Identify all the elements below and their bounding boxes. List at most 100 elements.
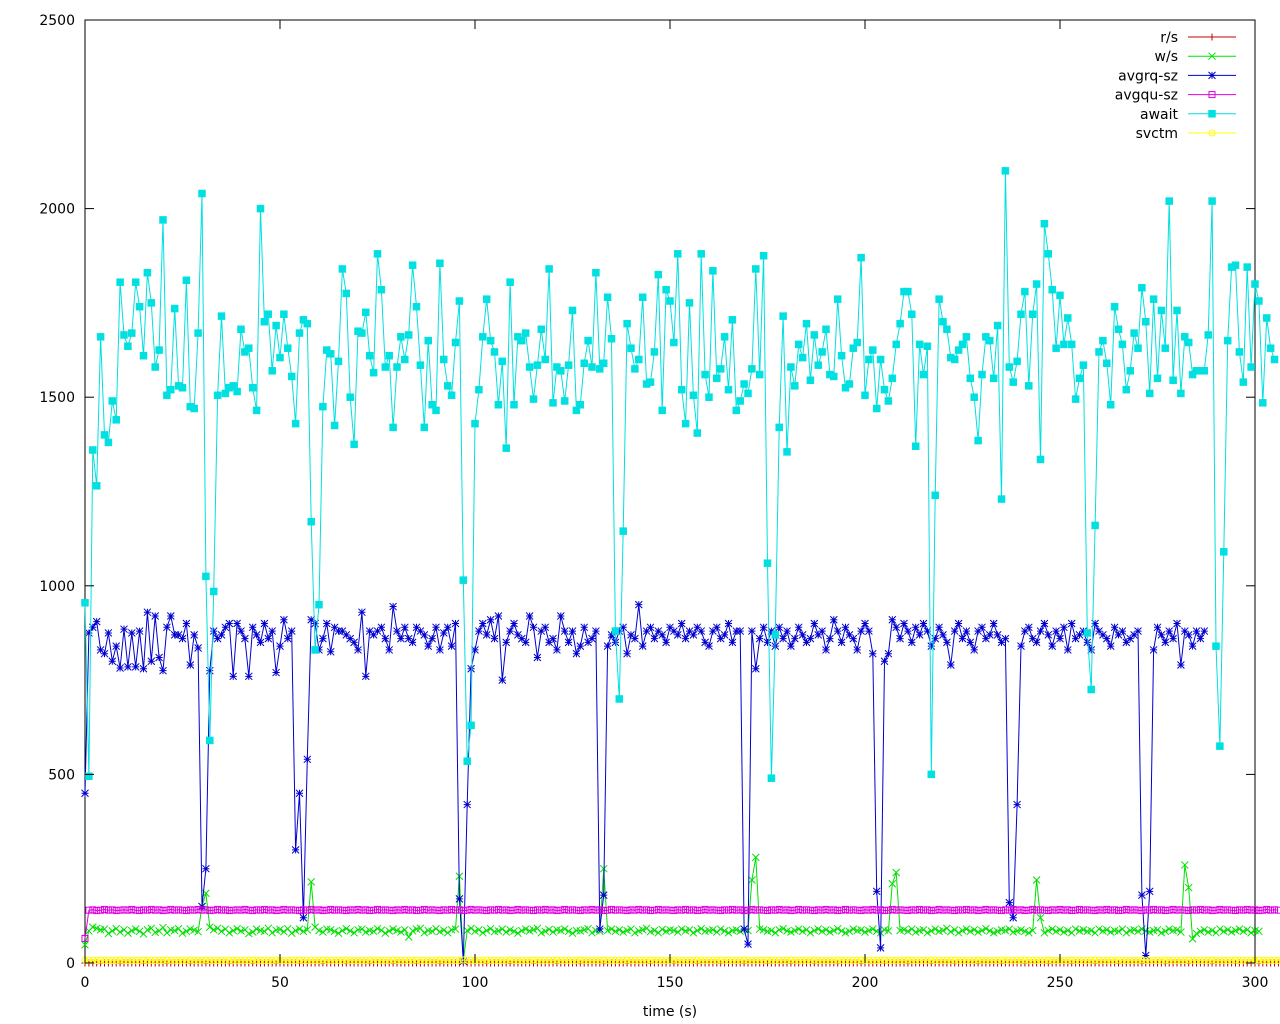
y-tick-label: 1000: [39, 579, 75, 595]
data-point: [939, 926, 947, 935]
data-point: [280, 310, 288, 318]
data-point: [338, 265, 347, 273]
data-point: [654, 270, 663, 279]
data-point: [724, 928, 733, 937]
data-point: [615, 906, 623, 914]
data-point: [377, 623, 386, 632]
data-point: [229, 926, 238, 935]
data-point: [572, 406, 581, 415]
data-point: [295, 789, 304, 798]
data-point: [358, 956, 366, 964]
data-point: [132, 956, 140, 964]
data-point: [1153, 623, 1162, 632]
data-point: [1165, 627, 1174, 635]
data-point: [1228, 906, 1236, 914]
data-point: [627, 956, 635, 964]
data-point: [752, 956, 760, 964]
legend-item-r-s: r/s: [1160, 30, 1236, 46]
data-point: [366, 956, 374, 964]
data-point: [506, 907, 514, 915]
data-point: [436, 907, 444, 915]
data-point: [1274, 906, 1280, 914]
data-point: [104, 929, 113, 938]
data-point: [881, 956, 888, 964]
data-point: [128, 956, 136, 964]
data-point: [1076, 956, 1083, 964]
data-point: [229, 906, 237, 914]
data-point: [307, 878, 316, 886]
data-point: [892, 956, 900, 964]
data-point: [748, 365, 756, 373]
data-point: [771, 928, 780, 937]
data-point: [143, 268, 152, 277]
data-point: [1103, 905, 1111, 913]
data-point: [876, 355, 885, 364]
data-point: [900, 956, 908, 964]
data-point: [510, 619, 518, 628]
data-point: [681, 419, 690, 428]
data-point: [287, 372, 296, 381]
data-point: [869, 905, 877, 913]
data-point: [1071, 395, 1080, 403]
data-point: [896, 956, 904, 964]
data-point: [842, 905, 849, 913]
data-point: [584, 906, 592, 914]
data-point: [1134, 344, 1142, 352]
data-point: [143, 956, 151, 964]
x-axis-label: time (s): [643, 1004, 697, 1020]
data-point: [366, 907, 374, 915]
data-point: [744, 956, 752, 964]
data-point: [569, 906, 576, 914]
data-point: [459, 957, 468, 965]
data-point: [147, 657, 156, 666]
data-point: [545, 906, 553, 914]
data-point: [615, 956, 623, 964]
data-point: [1021, 927, 1029, 936]
data-point: [475, 906, 483, 914]
data-point: [182, 619, 191, 628]
data-point: [1037, 906, 1044, 914]
data-point: [487, 956, 495, 964]
data-point: [85, 906, 93, 914]
legend-label: avgqu-sz: [1115, 88, 1178, 104]
data-point: [533, 956, 541, 964]
data-point: [1181, 906, 1189, 914]
data-point: [128, 905, 136, 913]
data-point: [1157, 306, 1166, 315]
data-point: [1056, 905, 1064, 913]
data-point: [760, 956, 768, 964]
data-point: [124, 906, 132, 914]
data-point: [1212, 906, 1220, 914]
data-point: [190, 956, 198, 964]
data-point: [92, 617, 101, 626]
data-point: [997, 495, 1006, 503]
data-point: [643, 906, 651, 914]
data-point: [869, 956, 877, 964]
data-point: [432, 406, 440, 415]
data-point: [701, 905, 709, 913]
data-point: [884, 906, 892, 914]
data-point: [954, 346, 963, 354]
data-point: [166, 612, 175, 620]
data-point: [163, 956, 171, 964]
data-point: [814, 906, 822, 914]
data-point: [361, 672, 370, 681]
data-point: [920, 956, 927, 964]
data-point: [869, 346, 877, 354]
data-point: [202, 956, 210, 964]
data-point: [908, 906, 916, 914]
data-point: [751, 853, 760, 862]
data-point: [549, 906, 557, 914]
data-point: [647, 907, 654, 915]
data-point: [1138, 956, 1146, 964]
legend-item-w-s: w/s: [1155, 49, 1236, 65]
data-point: [217, 630, 226, 639]
data-point: [798, 630, 807, 639]
data-point: [518, 906, 526, 914]
data-point: [221, 389, 230, 398]
data-point: [467, 721, 475, 730]
data-point: [498, 676, 507, 684]
data-point: [482, 295, 491, 303]
data-point: [443, 382, 452, 390]
data-point: [803, 956, 810, 964]
